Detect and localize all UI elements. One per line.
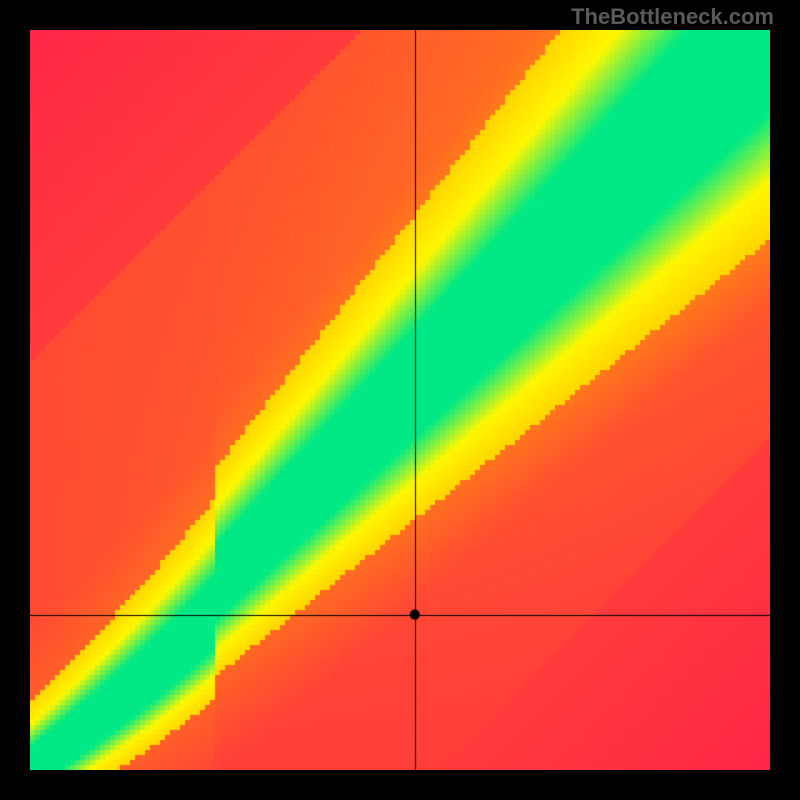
watermark-label: TheBottleneck.com <box>571 4 774 30</box>
chart-container: TheBottleneck.com <box>0 0 800 800</box>
bottleneck-heatmap <box>30 30 770 770</box>
